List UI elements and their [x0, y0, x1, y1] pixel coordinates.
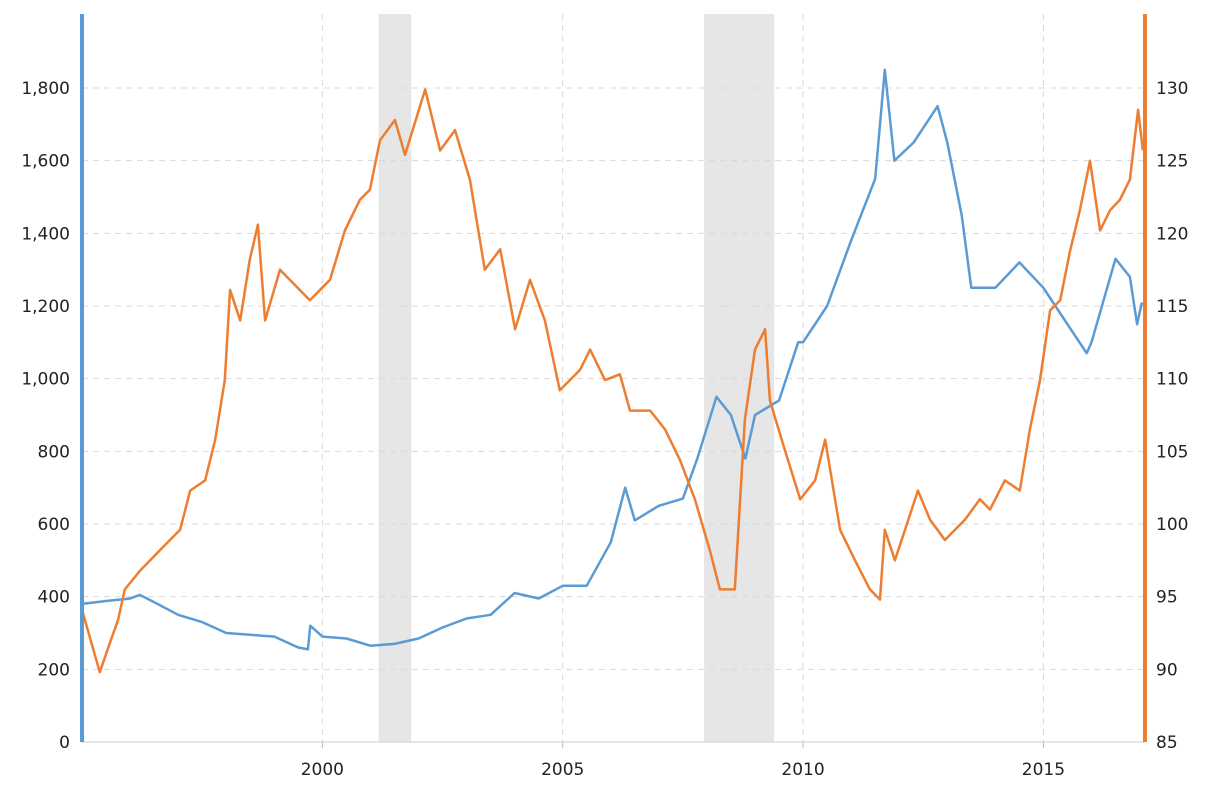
- left-axis-series-line: [82, 70, 1142, 650]
- x-tick-label: 2015: [1022, 760, 1065, 780]
- shaded-periods: [379, 14, 775, 742]
- left-axis-bar: [80, 14, 84, 742]
- y2-tick-label: 130: [1156, 79, 1188, 99]
- shaded-period: [704, 14, 774, 742]
- y2-tick-label: 125: [1156, 152, 1188, 172]
- y-tick-label: 0: [59, 733, 70, 753]
- y2-tick-label: 110: [1156, 370, 1188, 390]
- y2-tick-label: 85: [1156, 733, 1178, 753]
- axes: [80, 14, 1147, 748]
- y2-tick-label: 105: [1156, 442, 1188, 462]
- y-tick-label: 1,400: [21, 224, 70, 244]
- y2-tick-label: 120: [1156, 224, 1188, 244]
- y2-tick-label: 115: [1156, 297, 1188, 317]
- y2-tick-label: 100: [1156, 515, 1188, 535]
- y-tick-label: 800: [38, 442, 70, 462]
- y-tick-label: 1,000: [21, 370, 70, 390]
- right-axis-series-line: [82, 90, 1143, 673]
- x-tick-label: 2005: [541, 760, 584, 780]
- y-tick-label: 1,600: [21, 152, 70, 172]
- right-axis-bar: [1143, 14, 1147, 742]
- y-tick-label: 1,800: [21, 79, 70, 99]
- y-tick-label: 400: [38, 588, 70, 608]
- y2-tick-label: 95: [1156, 588, 1178, 608]
- x-tick-label: 2010: [781, 760, 824, 780]
- y-tick-label: 200: [38, 660, 70, 680]
- tick-labels: 0 200 400 600 800 1,000 1,200 1,400 1,600 1,800 85…: [21, 79, 1188, 780]
- x-tick-label: 2000: [301, 760, 344, 780]
- y-tick-label: 1,200: [21, 297, 70, 317]
- y-tick-label: 600: [38, 515, 70, 535]
- y2-tick-label: 90: [1156, 660, 1178, 680]
